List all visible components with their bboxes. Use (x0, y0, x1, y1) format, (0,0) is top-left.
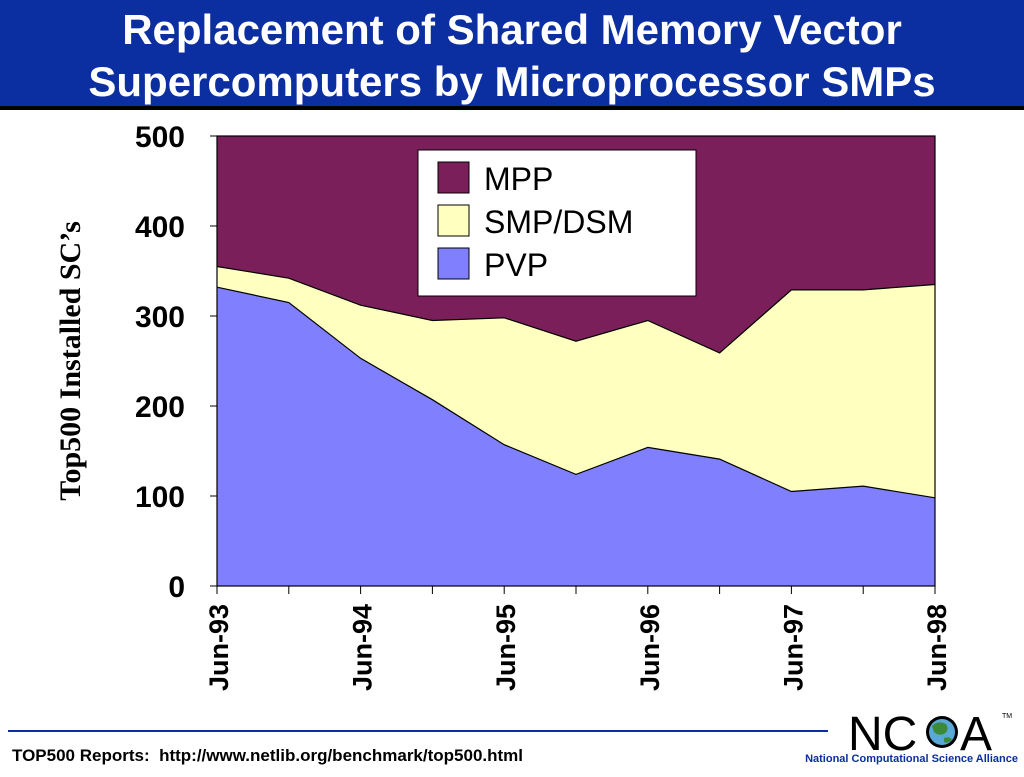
legend-swatch-mpp (437, 161, 470, 194)
footer-divider (8, 730, 828, 732)
area-pvp (217, 287, 935, 586)
line-pvp-top (216, 286, 936, 499)
x-tick-label: Jun-96 (635, 604, 665, 691)
line-smp-dsm-top (216, 265, 936, 354)
slide-title-line-1: Replacement of Shared Memory Vector (122, 6, 902, 53)
organization-name: National Computational Science Alliance (805, 753, 1018, 765)
legend-label-mpp: MPP (484, 161, 553, 197)
legend-swatch-pvp (437, 247, 470, 280)
logo-text-n-c: NC (848, 708, 917, 756)
x-tick-label: Jun-94 (348, 604, 378, 691)
y-tick-label: 400 (135, 211, 185, 244)
ncsa-logo: NC A TM (848, 708, 1012, 756)
y-tick-label: 300 (135, 301, 185, 334)
legend-swatch-smp-dsm (437, 204, 470, 237)
stacked-area-chart: 0 100 200 300 400 500 Top500 Installed SC’s Jun… (54, 121, 952, 691)
y-tick-label: 500 (135, 121, 185, 154)
logo-text-a: A (960, 708, 992, 756)
x-tick-label: Jun-93 (204, 604, 234, 691)
y-tick-label: 100 (135, 481, 185, 514)
x-tick-label: Jun-97 (778, 604, 808, 691)
slide-title-line-2: Supercomputers by Microprocessor SMPs (88, 58, 936, 105)
legend-label-smp-dsm: SMP/DSM (484, 204, 633, 240)
legend-label-pvp: PVP (484, 247, 548, 283)
y-axis-title: Top500 Installed SC’s (54, 221, 87, 501)
logo-tm: TM (1002, 713, 1012, 720)
footer-source[interactable]: TOP500 Reports: http://www.netlib.org/be… (12, 746, 524, 765)
y-tick-label: 200 (135, 391, 185, 424)
x-tick-label: Jun-98 (922, 604, 952, 691)
title-bar: Replacement of Shared Memory Vector Supe… (0, 0, 1024, 110)
x-tick-label: Jun-95 (491, 604, 521, 691)
y-tick-label: 0 (168, 571, 185, 604)
area-smp-dsm (217, 266, 935, 498)
